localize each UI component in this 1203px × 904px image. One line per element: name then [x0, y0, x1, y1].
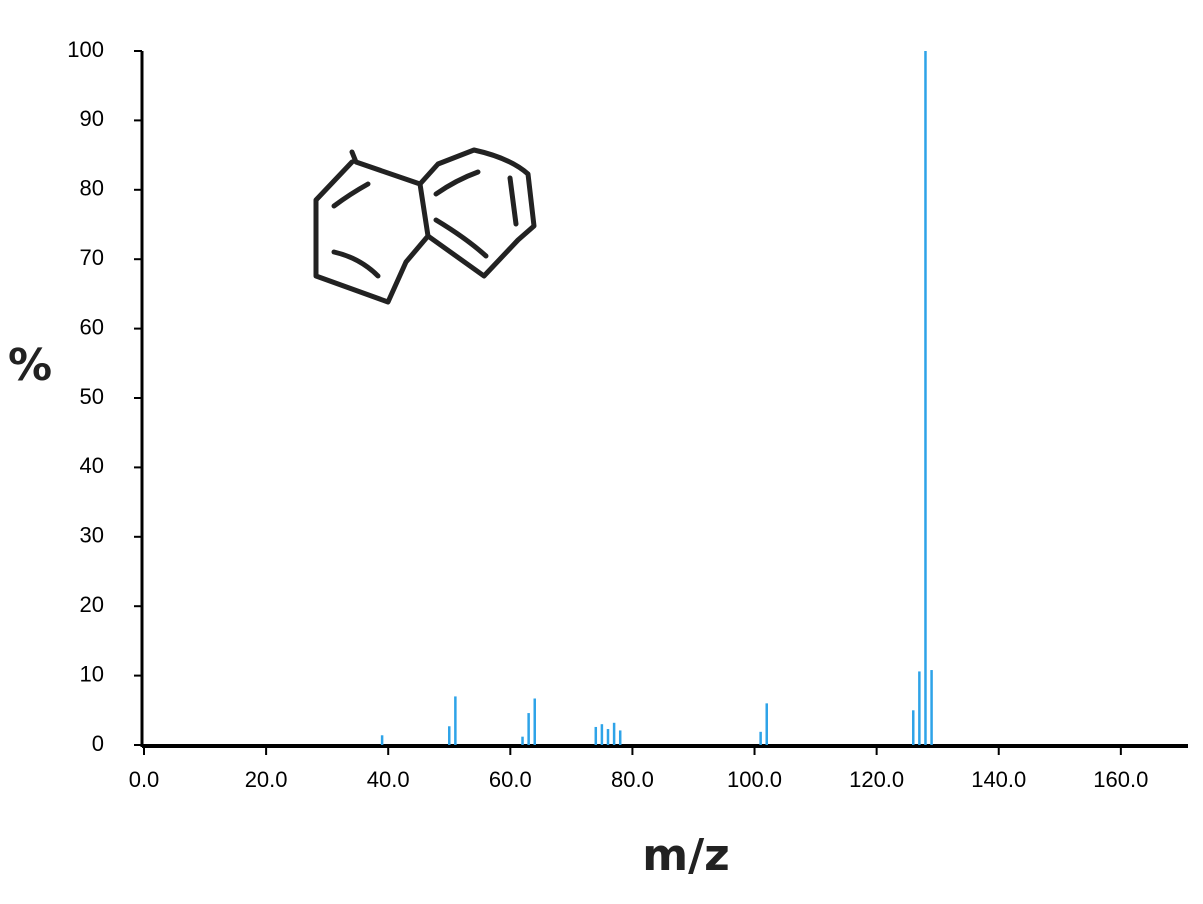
y-tick-label: 20	[80, 592, 104, 617]
bar	[448, 726, 451, 745]
bar	[924, 51, 927, 745]
bar	[612, 722, 616, 745]
y-tick-label: 30	[80, 523, 104, 548]
x-tick-label: 140.0	[971, 767, 1026, 792]
bar	[594, 726, 598, 745]
y-axis-label: %	[8, 340, 52, 391]
y-tick-label: 10	[80, 661, 104, 686]
y-tick-label: 60	[80, 314, 104, 339]
bar	[606, 729, 610, 745]
y-tick-label: 90	[80, 106, 104, 131]
y-tick-label: 50	[80, 384, 104, 409]
bar	[912, 710, 915, 745]
bar	[380, 735, 384, 745]
molecule-sketch	[313, 147, 537, 305]
bar	[600, 724, 604, 745]
x-tick-label: 80.0	[611, 767, 654, 792]
x-tick-label: 60.0	[489, 767, 532, 792]
y-tick-label: 40	[80, 453, 104, 478]
x-tick-label: 160.0	[1093, 767, 1148, 792]
x-tick-label: 120.0	[849, 767, 904, 792]
bar	[454, 696, 457, 745]
x-tick-label: 100.0	[727, 767, 782, 792]
bar	[765, 703, 768, 745]
y-tick-label: 70	[80, 245, 104, 270]
bar	[918, 671, 921, 745]
bar	[759, 731, 762, 745]
x-tick-label: 0.0	[129, 767, 160, 792]
y-tick-label: 0	[92, 731, 104, 756]
bar	[533, 698, 536, 745]
bar	[930, 670, 933, 745]
x-axis-label: m/z	[642, 830, 730, 881]
x-tick-label: 40.0	[367, 767, 410, 792]
bar	[527, 713, 530, 745]
x-tick-label: 20.0	[245, 767, 288, 792]
y-tick-label: 80	[80, 176, 104, 201]
bar	[521, 736, 524, 745]
y-tick-label: 100	[67, 37, 104, 62]
bar	[618, 730, 622, 745]
